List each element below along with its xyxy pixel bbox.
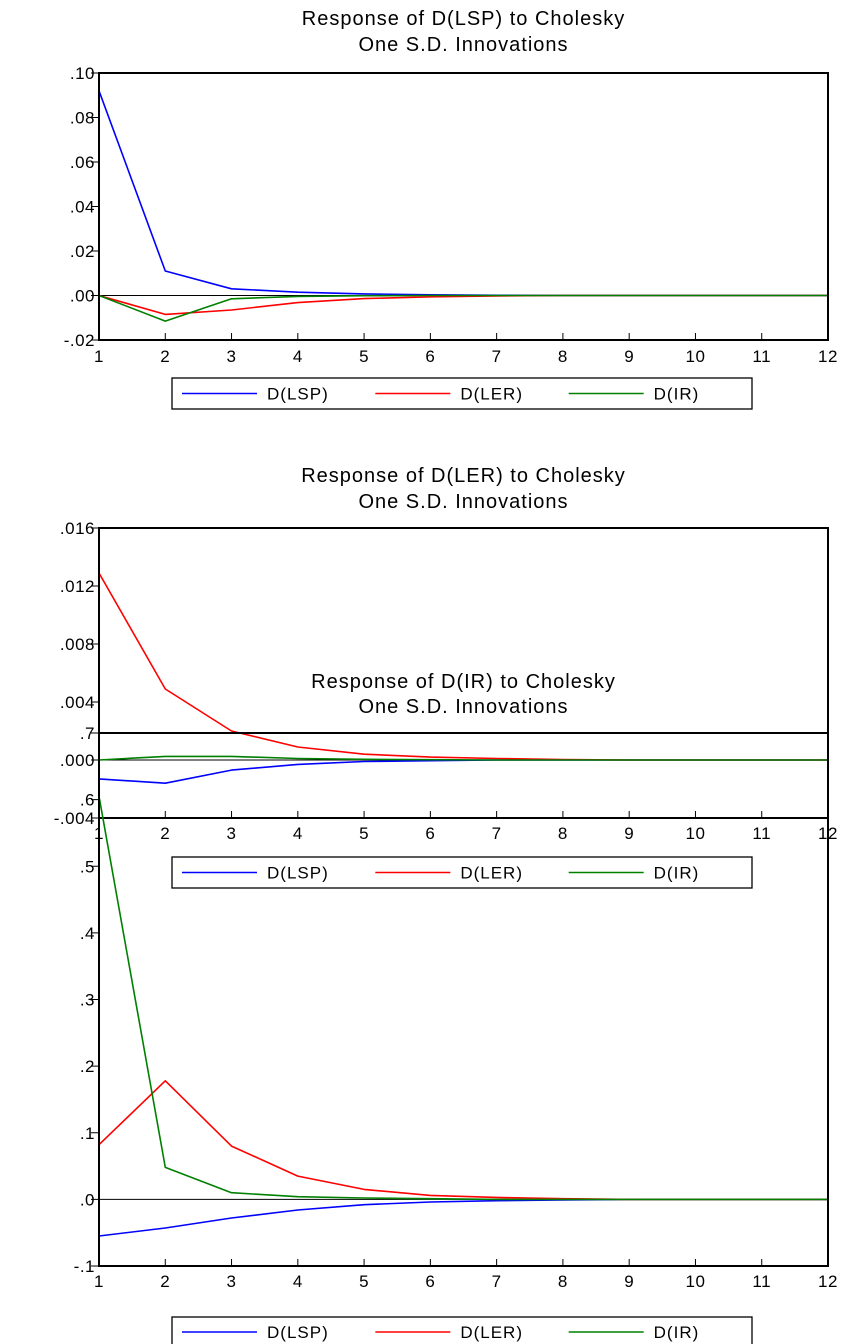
chart-2-x-tick-label: 6 [425, 824, 435, 843]
chart-3-y-tick-label: .5 [80, 857, 95, 876]
chart-1-y-tick-label: .06 [70, 153, 95, 172]
chart-2-x-tick-label: 3 [227, 824, 237, 843]
chart-3-x-tick-label: 11 [752, 1272, 771, 1291]
chart-3-y-tick-label: -.1 [74, 1257, 95, 1276]
chart-3-y-tick-label: .0 [80, 1190, 95, 1209]
chart-1-y-tick-label: .04 [70, 198, 95, 217]
chart-1-y-tick-label: .00 [70, 287, 95, 306]
chart-2-y-tick-label: .016 [60, 519, 95, 538]
chart-2-y-tick-label: .004 [60, 693, 95, 712]
chart-2-series-ler-line [98, 572, 828, 761]
chart-2-y-tick-label: -.004 [54, 809, 95, 828]
chart-1-legend-label-lsp: D(LSP) [267, 385, 329, 404]
chart-3-subtitle: One S.D. Innovations [358, 696, 568, 718]
chart-3-x-tick-label: 2 [160, 1272, 170, 1291]
chart-3-series-ler-line [98, 1080, 828, 1201]
chart-1-y-tick-label: -.02 [64, 331, 95, 350]
chart-2-plot-frame [98, 527, 829, 819]
chart-1-legend: D(LSP) D(LER) D(IR) [171, 377, 753, 410]
chart-2-x-tick-label: 2 [160, 824, 170, 843]
chart-3-y-tick-label: .7 [80, 724, 95, 743]
chart-1-series-ir-line [98, 294, 828, 322]
chart-2-x-tick-label: 8 [558, 824, 568, 843]
chart-3-y-tick-label: .2 [80, 1057, 95, 1076]
chart-1-title: Response of D(LSP) to Cholesky [302, 8, 625, 30]
chart-2-legend-label-ir: D(IR) [654, 864, 700, 883]
chart-1-x-tick-label: 12 [818, 347, 838, 366]
chart-1-series-ler-line [98, 294, 828, 316]
chart-1-x-tick-label: 10 [685, 347, 705, 366]
chart-1-series-lsp-line [98, 90, 828, 297]
chart-1-legend-box [171, 377, 753, 410]
chart-2-y-tick-label: .008 [60, 635, 95, 654]
chart-2-series-lsp-line [98, 759, 828, 785]
chart-3-legend: D(LSP) D(LER) D(IR) [171, 1316, 753, 1344]
chart-panel-3: Response of D(IR) to Cholesky One S.D. In… [74, 671, 838, 1344]
chart-3-legend-label-lsp: D(LSP) [267, 1323, 329, 1342]
chart-3-x-tick-label: 9 [624, 1272, 634, 1291]
chart-3-series-lsp-line [98, 1198, 828, 1237]
chart-3-x-tick-label: 1 [94, 1272, 104, 1291]
chart-1-y-tick-label: .02 [70, 242, 95, 261]
chart-1-y-tick-label: .08 [70, 109, 95, 128]
chart-3-title: Response of D(IR) to Cholesky [311, 671, 616, 693]
chart-3-series-ir-line [98, 796, 828, 1201]
chart-2-legend-label-ler: D(LER) [460, 864, 523, 883]
chart-2-legend-box [171, 856, 753, 889]
chart-3-x-tick-label: 6 [425, 1272, 435, 1291]
chart-1-x-tick-label: 8 [558, 347, 568, 366]
chart-1-x-tick-label: 3 [227, 347, 237, 366]
chart-3-y-tick-label: .4 [80, 924, 95, 943]
chart-3-x-tick-label: 8 [558, 1272, 568, 1291]
chart-2-x-tick-label: 5 [359, 824, 369, 843]
chart-2-legend-label-lsp: D(LSP) [267, 864, 329, 883]
chart-2-y-tick-label: .012 [60, 577, 95, 596]
chart-3-y-tick-label: .1 [80, 1124, 95, 1143]
chart-panel-1: Response of D(LSP) to Cholesky One S.D. I… [64, 8, 838, 410]
chart-3-legend-box [171, 1316, 753, 1344]
chart-1-subtitle: One S.D. Innovations [358, 34, 568, 56]
chart-1-x-tick-label: 7 [492, 347, 502, 366]
chart-1-legend-label-ir: D(IR) [654, 385, 700, 404]
chart-3-x-tick-label: 5 [359, 1272, 369, 1291]
chart-3-y-tick-label: .6 [80, 791, 95, 810]
chart-1-x-tick-label: 6 [425, 347, 435, 366]
chart-2-x-tick-label: 9 [624, 824, 634, 843]
chart-1-legend-label-ler: D(LER) [460, 385, 523, 404]
chart-3-x-tick-label: 3 [227, 1272, 237, 1291]
chart-2-title: Response of D(LER) to Cholesky [301, 465, 626, 487]
chart-3-x-tick-label: 12 [818, 1272, 838, 1291]
chart-3-x-tick-label: 7 [492, 1272, 502, 1291]
chart-1-x-tick-label: 11 [752, 347, 771, 366]
chart-3-x-tick-label: 10 [685, 1272, 705, 1291]
chart-1-y-tick-label: .10 [70, 64, 95, 83]
chart-2-x-tick-label: 11 [752, 824, 771, 843]
chart-2-y-tick-label: .000 [60, 751, 95, 770]
chart-1-x-tick-label: 4 [293, 347, 303, 366]
chart-2-x-tick-label: 10 [685, 824, 705, 843]
chart-2-legend: D(LSP) D(LER) D(IR) [171, 856, 753, 889]
chart-2-x-tick-label: 4 [293, 824, 303, 843]
chart-1-x-tick-label: 5 [359, 347, 369, 366]
chart-3-legend-label-ir: D(IR) [654, 1323, 700, 1342]
chart-2-subtitle: One S.D. Innovations [358, 491, 568, 513]
chart-2-series-ir-line [98, 755, 828, 761]
chart-1-plot-frame [98, 72, 829, 341]
chart-2-x-tick-label: 7 [492, 824, 502, 843]
chart-3-y-tick-label: .3 [80, 991, 95, 1010]
chart-1-x-tick-label: 9 [624, 347, 634, 366]
chart-3-plot-frame [98, 732, 829, 1267]
chart-1-x-tick-label: 2 [160, 347, 170, 366]
chart-panel-2: Response of D(LER) to Cholesky One S.D. I… [54, 465, 837, 889]
chart-3-x-tick-label: 4 [293, 1272, 303, 1291]
chart-3-legend-label-ler: D(LER) [460, 1323, 523, 1342]
chart-1-x-tick-label: 1 [94, 347, 104, 366]
